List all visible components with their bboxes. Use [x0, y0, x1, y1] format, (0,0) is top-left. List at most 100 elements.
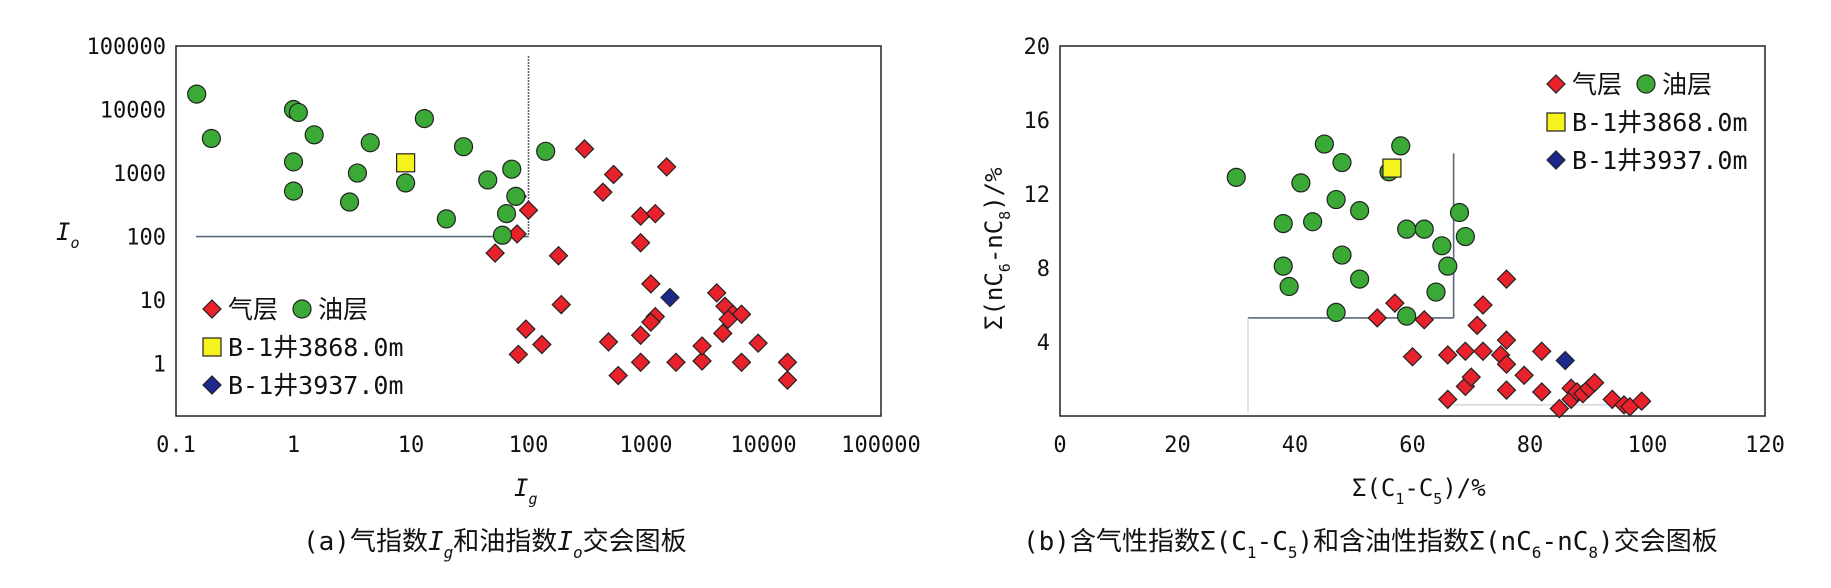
chart-a-gas-point — [706, 283, 727, 303]
chart-b-x-tick-label: 100 — [1628, 433, 1668, 458]
chart-a-x-tick-label: 10 — [398, 433, 425, 458]
chart-a-legend-gas-label: 气层 — [228, 295, 278, 324]
chart-b-x-tick-label: 60 — [1399, 433, 1426, 458]
chart-a-oil-point — [536, 141, 556, 161]
chart-b-gas-point — [1631, 391, 1652, 412]
chart-b-legend-well1-label: B-1井3868.0m — [1572, 108, 1748, 137]
chart-a-gas-point — [748, 333, 768, 354]
chart-a-legend-gas-symbol — [202, 299, 222, 319]
chart-a-oil-point — [339, 192, 360, 212]
chart-b-oil-point — [1350, 201, 1370, 221]
chart-a-legend-well2-marker — [202, 375, 222, 395]
chart-b-gas-point — [1473, 295, 1493, 315]
chart-b-x-tick-label: 80 — [1517, 433, 1544, 458]
chart-a-oil-point — [453, 137, 474, 157]
chart-a-y-tick-label: 10000 — [100, 99, 166, 124]
chart-a-gas-point — [603, 164, 624, 185]
chart-a-gas-point — [641, 274, 661, 294]
chart-a-y-tick-label: 10 — [140, 289, 167, 314]
chart-a-gas-point — [548, 245, 569, 266]
chart-b-gas-point — [1402, 346, 1423, 367]
chart-b-y-tick-label: 16 — [1024, 109, 1051, 134]
chart-a-oil-point — [492, 225, 513, 245]
chart-a-oil-point — [506, 186, 526, 206]
chart-b-gas-point — [1549, 398, 1570, 419]
chart-b-oil-point — [1332, 152, 1352, 173]
chart-b-gas-point — [1437, 345, 1458, 365]
chart-a-y-tick-label: 1 — [153, 353, 166, 378]
chart-a-oil-point — [283, 152, 304, 172]
chart-a-legend-gas-marker — [202, 299, 222, 319]
chart-a-legend-well2-symbol — [202, 375, 222, 395]
chart-a-x-tick-label: 1 — [287, 433, 300, 458]
chart-b-legend-oil-marker — [1636, 74, 1656, 94]
chart-b-y-tick-label: 4 — [1037, 331, 1050, 356]
chart-a-gas-point — [574, 139, 595, 159]
chart-a-gas-point — [630, 232, 651, 253]
chart-b-legend-well1-marker — [1546, 112, 1566, 132]
chart-b-oil-point — [1303, 212, 1323, 232]
chart-a-gas-point — [593, 182, 613, 203]
chart-a-legend-oil-symbol — [292, 299, 312, 319]
chart-b-oil-point — [1455, 226, 1475, 247]
chart-a-y-ticks: 100000 10000 1000 100 10 1 — [87, 35, 166, 378]
chart-a-oil-point — [414, 108, 434, 129]
chart-a: 0.1 1 10 100 1000 10000 100000 100000100001000… — [56, 35, 921, 562]
chart-b-oil-point — [1273, 214, 1293, 234]
chart-b-oil-point — [1391, 136, 1411, 156]
chart-a-gas-point — [777, 370, 798, 390]
chart-a-y-tick-label: 100 — [126, 226, 166, 251]
chart-a-gas-point — [507, 224, 527, 244]
chart-a-gas-point — [518, 200, 539, 221]
chart-a-x-axis-label: Ig — [514, 474, 537, 508]
chart-b-oil-point — [1273, 256, 1293, 276]
chart-b-gas-point — [1467, 315, 1487, 336]
chart-b-oil-point — [1279, 276, 1299, 297]
chart-b-y-tick-label: 8 — [1037, 257, 1050, 282]
chart-a-legend-well1-label: B-1井3868.0m — [228, 333, 404, 362]
chart-a-x-tick-label: 0.1 — [156, 433, 196, 458]
chart-a-y-axis-label: Io — [56, 218, 79, 252]
chart-a-gas-point — [608, 365, 629, 386]
chart-a-legend-well2-label: B-1井3937.0m — [228, 371, 404, 400]
chart-b-well1-point — [1382, 158, 1402, 178]
chart-a-oil-point — [436, 209, 456, 229]
chart-a-legend: 气层 油层 B-1井3868.0m B-1井3937.0m — [202, 295, 404, 400]
chart-b-oil-point — [1314, 134, 1334, 154]
chart-b-gas-point — [1461, 367, 1482, 387]
chart-a-oil-point — [283, 181, 304, 201]
chart-a-gas-point — [485, 243, 505, 263]
chart-a-legend-oil-marker — [292, 299, 312, 319]
chart-b-gas-point — [1584, 372, 1605, 393]
chart-b-oil-point — [1414, 219, 1434, 239]
chart-b-legend-gas-marker — [1546, 74, 1566, 94]
chart-b-legend-oil-symbol — [1636, 74, 1656, 94]
chart-a-oil-point — [201, 128, 221, 149]
chart-b: 0 20 40 60 80 100 120 20 16 12 8 4 Σ(C1-C5)/% Σ(nC… — [980, 35, 1785, 562]
chart-a-oil-point — [396, 173, 416, 193]
chart-a-gas-point — [532, 334, 552, 355]
chart-b-legend-gas-label: 气层 — [1572, 70, 1622, 99]
chart-a-gas-point — [551, 294, 572, 315]
chart-b-oil-point — [1350, 269, 1370, 289]
chart-a-x-tick-label: 10000 — [730, 433, 796, 458]
chart-a-legend-well1-symbol — [202, 337, 222, 357]
chart-a-oil-point — [288, 102, 308, 123]
chart-b-legend-well2-marker — [1546, 150, 1566, 170]
chart-b-oil-point — [1326, 189, 1346, 210]
chart-b-oil-point — [1449, 202, 1470, 223]
chart-b-oil-point — [1332, 245, 1352, 265]
chart-b-oil-point — [1326, 302, 1346, 322]
chart-b-x-tick-label: 120 — [1745, 433, 1785, 458]
chart-b-oil-point — [1438, 256, 1458, 276]
chart-b-legend-well2-label: B-1井3937.0m — [1572, 146, 1748, 175]
chart-b-oil-point — [1397, 306, 1417, 326]
chart-b-x-tick-label: 20 — [1164, 433, 1191, 458]
chart-a-gas-point — [630, 352, 651, 373]
chart-b-gas-point — [1496, 380, 1517, 400]
chart-b-well2-point — [1555, 350, 1576, 371]
chart-b-oil-point — [1432, 236, 1452, 256]
chart-a-gas-point — [712, 323, 733, 344]
chart-b-legend-well2-symbol — [1546, 150, 1566, 170]
